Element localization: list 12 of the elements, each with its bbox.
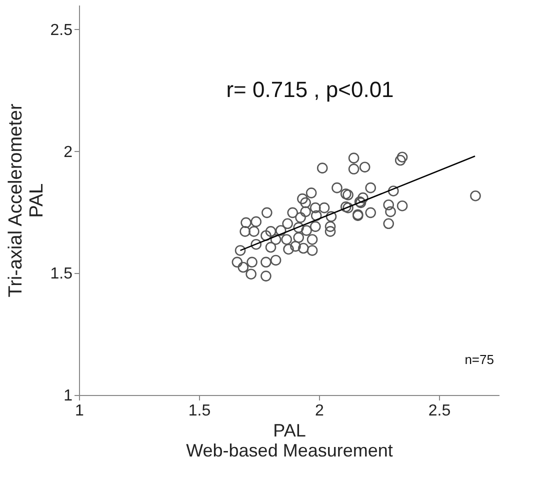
y-axis-title: Tri-axial Accelerometer PAL — [5, 103, 48, 298]
x-tick-label: 1 — [75, 402, 84, 420]
annotation: n=75 — [464, 352, 494, 367]
y-tick-label: 1 — [64, 388, 73, 404]
x-axis-title: PAL Web-based Measurement — [186, 420, 393, 460]
y-tick-label: 2 — [64, 144, 73, 161]
x-tick-label: 2 — [315, 402, 324, 420]
y-tick-label: 2.5 — [50, 22, 73, 39]
annotation: r= 0.715 , p<0.01 — [226, 77, 394, 102]
x-tick-label: 2.5 — [428, 402, 451, 420]
y-tick-label: 1.5 — [50, 266, 73, 283]
x-tick-label: 1.5 — [188, 402, 211, 420]
